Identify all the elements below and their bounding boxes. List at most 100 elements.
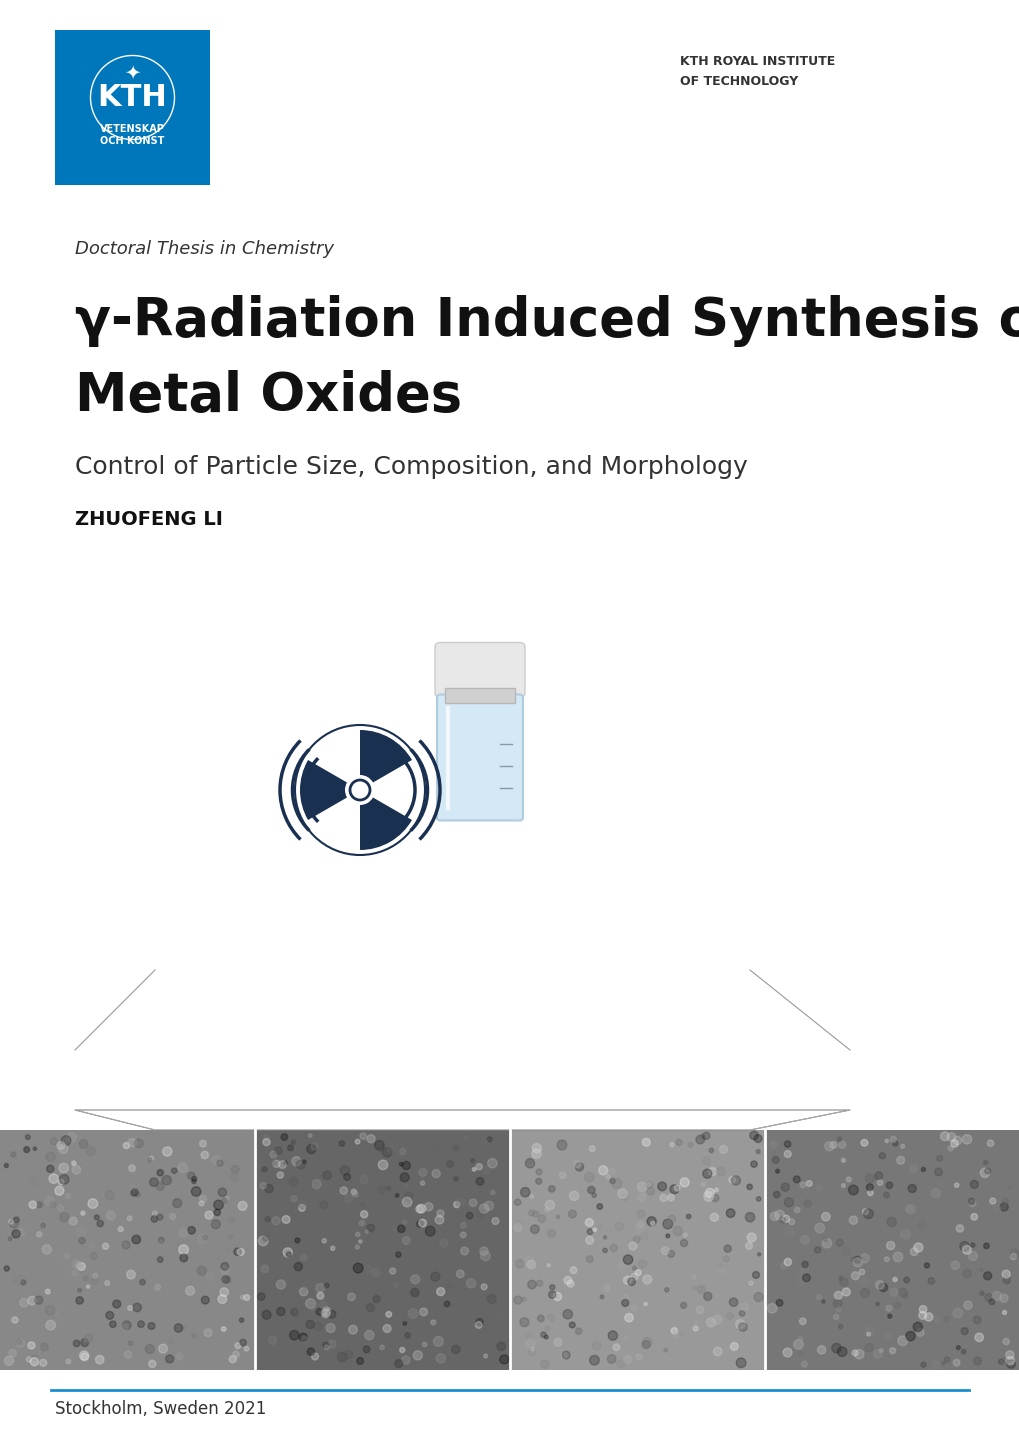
Point [887, 1268, 903, 1291]
Point [19, 1126, 36, 1149]
Point [665, 1319, 682, 1343]
Point [743, 1226, 759, 1249]
Point [626, 1296, 642, 1319]
Point [428, 1162, 444, 1185]
Point [692, 1128, 708, 1151]
Point [85, 1234, 101, 1257]
Point [214, 1181, 230, 1204]
Point [549, 1285, 566, 1308]
Point [99, 1272, 115, 1295]
Point [948, 1351, 964, 1374]
Point [164, 1206, 180, 1229]
Point [26, 1350, 43, 1373]
Point [73, 1229, 90, 1252]
Point [523, 1201, 539, 1224]
Point [431, 1208, 447, 1231]
Point [396, 1165, 413, 1188]
Point [793, 1269, 809, 1292]
Point [87, 1269, 103, 1292]
Point [685, 1266, 701, 1289]
Point [698, 1162, 714, 1185]
Point [858, 1322, 874, 1345]
Point [227, 1343, 244, 1366]
Point [379, 1141, 395, 1164]
Point [877, 1247, 894, 1270]
Point [591, 1216, 607, 1239]
Point [285, 1131, 302, 1154]
Point [384, 1259, 400, 1282]
Point [476, 1129, 492, 1152]
Point [665, 1178, 682, 1201]
Point [532, 1306, 548, 1330]
Point [889, 1246, 905, 1269]
Point [68, 1158, 85, 1181]
Point [158, 1168, 174, 1191]
Point [880, 1296, 897, 1319]
Point [676, 1171, 692, 1194]
Point [776, 1175, 793, 1198]
Point [264, 1330, 280, 1353]
Point [612, 1353, 629, 1376]
Point [794, 1174, 810, 1197]
Point [400, 1185, 417, 1208]
Point [996, 1350, 1012, 1373]
Point [363, 1162, 379, 1185]
Point [741, 1206, 757, 1229]
FancyBboxPatch shape [434, 643, 525, 698]
Point [296, 1151, 312, 1174]
Point [827, 1337, 844, 1360]
Point [71, 1279, 88, 1302]
Point [517, 1181, 533, 1204]
Point [175, 1239, 192, 1262]
Point [882, 1210, 899, 1233]
Point [397, 1154, 414, 1177]
Point [155, 1337, 171, 1360]
Text: KTH ROYAL INSTITUTE: KTH ROYAL INSTITUTE [680, 55, 835, 68]
Point [356, 1203, 372, 1226]
Point [32, 1193, 48, 1216]
Point [135, 1270, 151, 1293]
Point [903, 1177, 919, 1200]
Point [838, 1280, 854, 1304]
Point [934, 1351, 951, 1374]
Point [880, 1174, 897, 1197]
Point [828, 1292, 845, 1315]
Point [516, 1311, 532, 1334]
Point [694, 1125, 710, 1148]
Point [294, 1325, 311, 1348]
Point [185, 1324, 202, 1347]
Point [510, 1289, 526, 1312]
Point [120, 1343, 137, 1366]
Point [147, 1203, 163, 1226]
Point [480, 1194, 496, 1217]
Point [55, 1156, 71, 1180]
Point [259, 1207, 275, 1230]
FancyBboxPatch shape [444, 688, 515, 702]
Point [663, 1133, 680, 1156]
Point [796, 1353, 812, 1376]
Point [894, 1280, 910, 1304]
Point [216, 1280, 232, 1304]
Point [633, 1185, 649, 1208]
Point [484, 1181, 500, 1204]
Point [668, 1177, 685, 1200]
Point [373, 1138, 389, 1161]
Point [997, 1330, 1013, 1353]
Point [702, 1139, 718, 1162]
Point [539, 1317, 555, 1340]
Point [19, 1136, 36, 1159]
Point [74, 1201, 91, 1224]
Point [607, 1335, 624, 1358]
Point [108, 1292, 124, 1315]
Point [79, 1327, 96, 1350]
Point [663, 1207, 680, 1230]
Point [185, 1169, 202, 1193]
Point [234, 1194, 251, 1217]
Point [132, 1312, 149, 1335]
Point [35, 1351, 51, 1374]
Point [144, 1353, 160, 1376]
Point [484, 1152, 500, 1175]
Point [809, 1239, 825, 1262]
Point [1001, 1344, 1017, 1367]
Point [510, 1191, 526, 1214]
